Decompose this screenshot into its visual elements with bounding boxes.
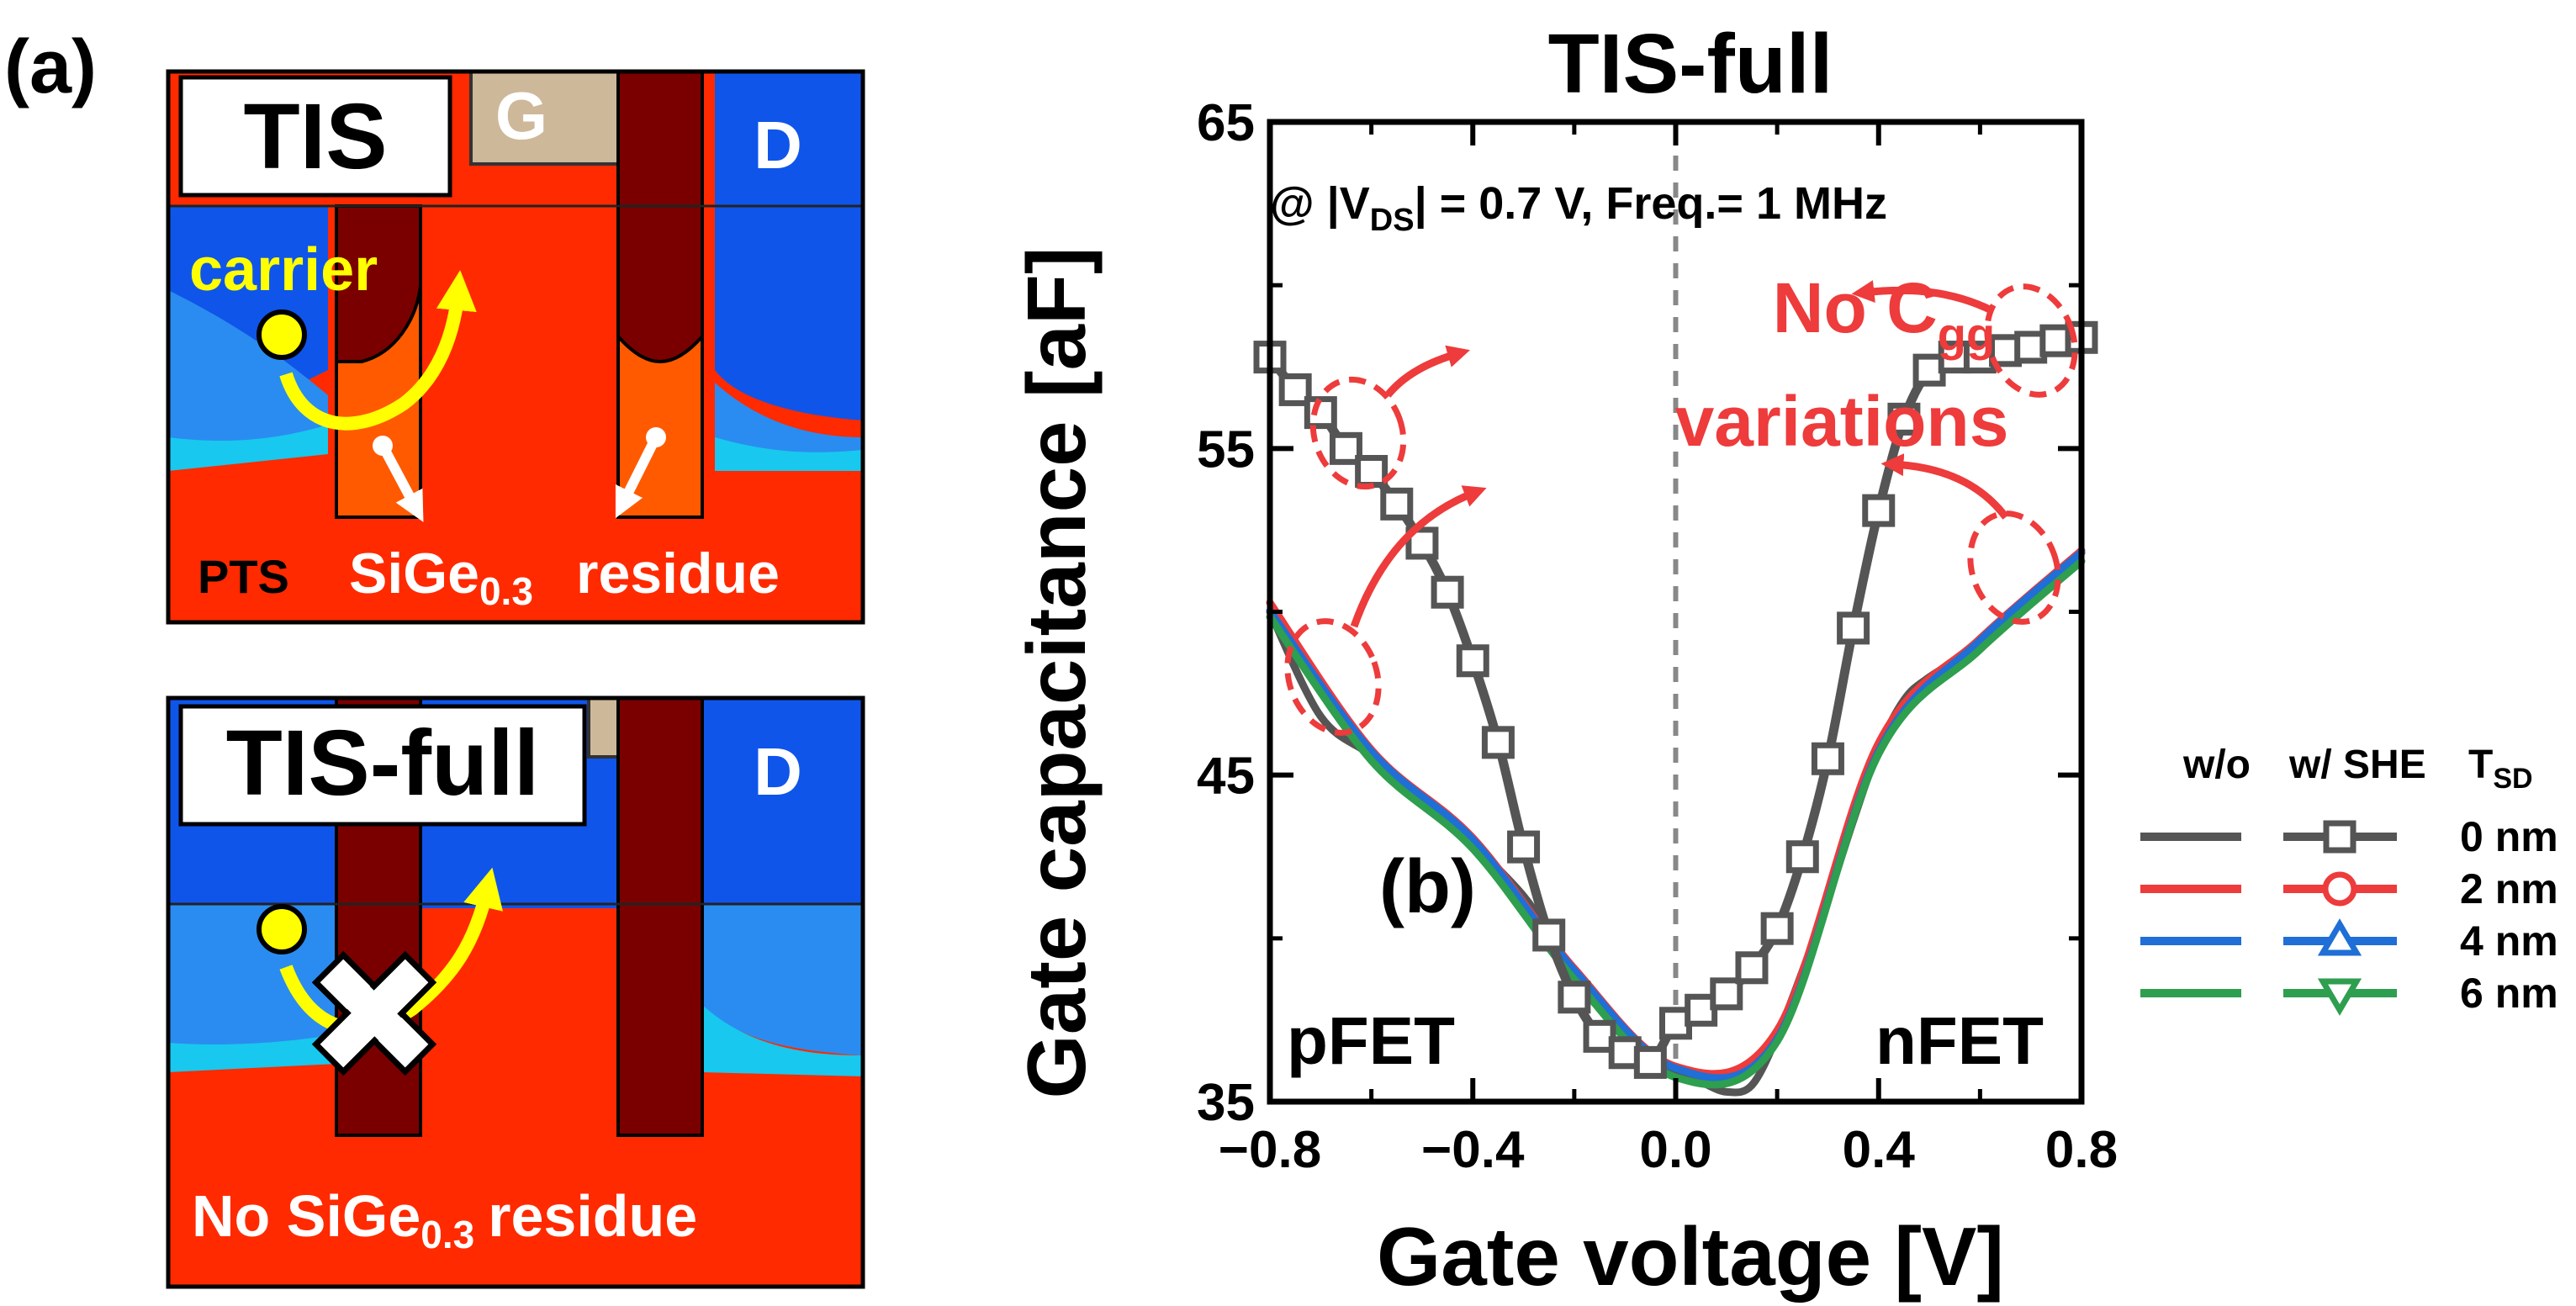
chart-title: TIS-full [1548, 17, 1833, 111]
device-tis [168, 71, 863, 622]
annotation-arrow-4 [1880, 453, 2009, 520]
carrier-path-arrow-top [279, 270, 477, 431]
tis-title-box [178, 75, 452, 198]
series-line-4 [1266, 557, 2086, 1089]
tis-title: TIS [243, 85, 387, 188]
drain-label-top: D [754, 108, 802, 182]
data-point [1912, 353, 1946, 387]
annotation-arrow-3 [1851, 280, 1996, 315]
no-sige-residue-label: No SiGe0.3 residue [192, 1183, 697, 1256]
legend-label: 6 nm [2460, 970, 2558, 1017]
residue-pointer-arrow-2 [615, 435, 661, 519]
y-axis-label: Gate capacitance [aF] [1010, 246, 1103, 1098]
y-tick-label: 45 [1197, 748, 1255, 806]
annotation-arrow-2 [1350, 485, 1487, 628]
device-tis-full-frame [166, 695, 865, 1289]
residue-pointer-arrow-1 [378, 443, 424, 522]
annotation-ellipse-nfet-wo [1967, 510, 2061, 625]
data-point [1456, 644, 1489, 678]
panel-b-label: (b) [1379, 845, 1476, 929]
annotation-ellipse-pfet-she [1309, 376, 1407, 490]
legend-marker-triangle-up-icon [2317, 918, 2362, 956]
carrier-dot-bottom [257, 904, 307, 954]
pfet-label: pFET [1287, 1003, 1455, 1078]
plot-area: −0.8 −0.4 0.0 0.4 0.8 35 45 55 65 [1197, 94, 2118, 1179]
x-axis-label: Gate voltage [V] [1377, 1210, 2004, 1303]
data-point [1837, 611, 1870, 645]
x-tick-label: 0.4 [1843, 1121, 1916, 1179]
annotation-arrow-1 [1384, 345, 1470, 398]
nfet-label: nFET [1875, 1003, 2044, 1078]
legend-marker-square-icon [2323, 820, 2356, 854]
data-point [1710, 977, 1743, 1011]
data-point [1481, 726, 1515, 759]
panel-a-label: (a) [4, 25, 97, 109]
x-tick-label: 0.8 [2045, 1121, 2118, 1179]
legend-header-tsd: TSD [2468, 743, 2533, 795]
y-tick-label: 35 [1197, 1074, 1255, 1132]
blocked-x-icon [311, 950, 437, 1076]
condition-label: @ |VDS| = 0.7 V, Freq.= 1 MHz [1270, 178, 1887, 238]
x-tick-label: −0.4 [1421, 1121, 1525, 1179]
data-point [1811, 742, 1844, 775]
legend-marker-circle-icon [2322, 871, 2357, 907]
tis-full-title-box [178, 704, 587, 827]
series-line-3 [1266, 548, 2086, 1082]
data-point [1887, 402, 1921, 436]
legend-label: 0 nm [2460, 813, 2558, 860]
x-tick-label: 0.0 [1639, 1121, 1711, 1179]
data-point [1355, 455, 1389, 489]
data-point [1532, 918, 1566, 952]
legend-marker-triangle-down-icon [2317, 978, 2362, 1016]
data-point [1304, 396, 1337, 430]
data-point [1558, 981, 1591, 1014]
carrier-dot-top [257, 309, 307, 360]
annotation-variations: variations [1675, 382, 2009, 461]
data-point [1380, 487, 1414, 521]
gate-label: G [495, 78, 547, 153]
data-point [1633, 1045, 1667, 1079]
annotation-no-cgg: No Cgg [1773, 268, 1995, 361]
device-tis-frame [166, 69, 865, 625]
drain-label-bottom: D [754, 734, 802, 809]
sige-residue-label: SiGe0.3 [349, 542, 533, 613]
data-point [1507, 830, 1541, 864]
legend: 0 nm 2 nm 4 nm 6 nm [2140, 813, 2558, 1017]
data-point [1735, 951, 1769, 985]
y-tick-label: 55 [1197, 420, 1255, 479]
annotation-ellipse-nfet-she [1984, 283, 2078, 398]
legend-label: 2 nm [2460, 865, 2558, 912]
y-tick-label: 65 [1197, 94, 1255, 152]
legend-label: 4 nm [2460, 917, 2558, 965]
pts-label: PTS [198, 550, 289, 603]
carrier-label: carrier [189, 236, 378, 304]
annotation-ellipse-pfet-wo [1284, 618, 1382, 736]
residue-label: residue [576, 542, 780, 605]
legend-header-with: w/ SHE [2288, 743, 2426, 787]
data-point [1785, 840, 1819, 874]
data-point [1431, 575, 1464, 609]
tis-full-title: TIS-full [226, 711, 540, 815]
carrier-path-arrow-bottom [279, 867, 503, 1035]
x-tick-label: −0.8 [1219, 1121, 1321, 1179]
data-point [1760, 912, 1794, 945]
legend-header-wo: w/o [2182, 743, 2251, 787]
data-point [1862, 494, 1896, 527]
